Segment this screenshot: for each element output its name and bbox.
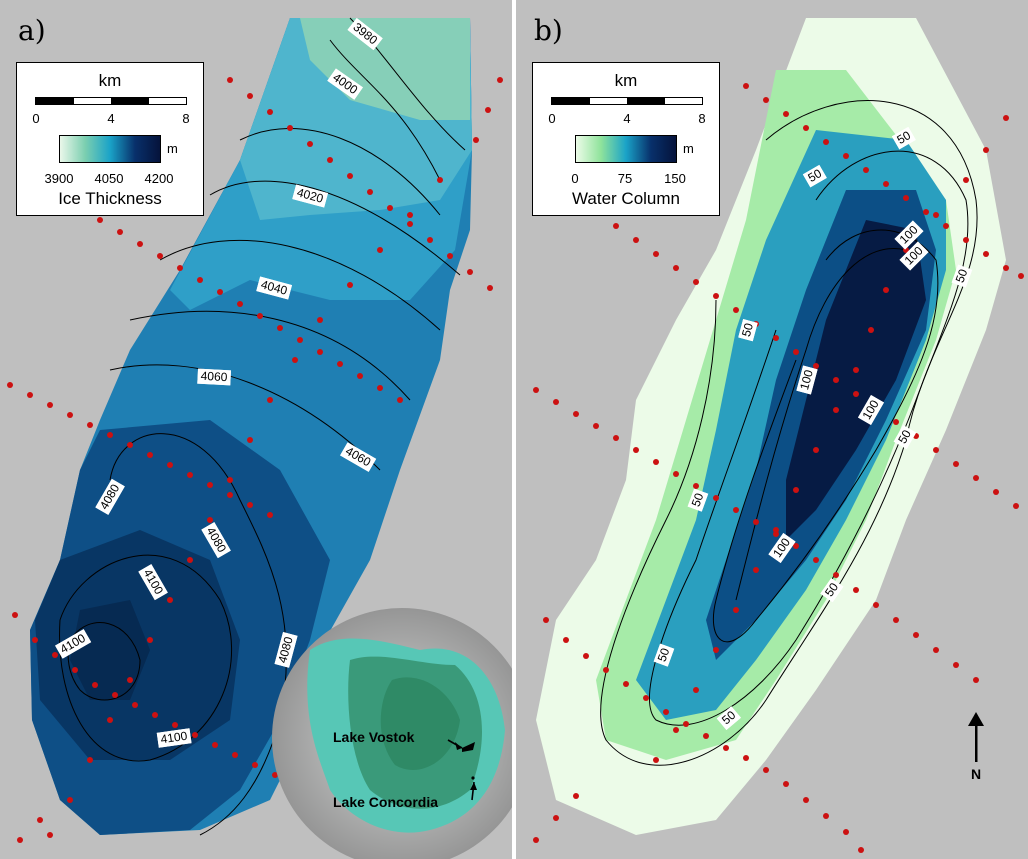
- colorbar-unit: m: [167, 141, 178, 156]
- colorbar: [575, 135, 677, 163]
- colorbar-unit: m: [683, 141, 694, 156]
- scale-tick: 0: [32, 111, 40, 126]
- scale-tick: 4: [623, 111, 631, 126]
- panel-label: a): [18, 14, 46, 47]
- north-arrow: N: [965, 712, 987, 782]
- lake-vostok-label: Lake Vostok: [333, 729, 415, 745]
- water-column-map: [533, 18, 1024, 853]
- north-label: N: [970, 766, 982, 782]
- scale-unit: km: [98, 71, 122, 90]
- survey-track-dots: [533, 83, 1024, 853]
- scale-tick: 8: [698, 111, 706, 126]
- scale-tick: 0: [548, 111, 556, 126]
- scale-bar: [551, 97, 703, 105]
- panel-water-column: 50 50 50 50 50 50 50 50 50 100 100 100 1…: [516, 0, 1028, 859]
- legend-title: Water Column: [571, 189, 680, 208]
- colorbar-tick: 0: [571, 171, 579, 186]
- ice-thickness-field: [30, 18, 472, 835]
- colorbar-tick: 3900: [44, 171, 74, 186]
- survey-track-dots: [7, 77, 503, 843]
- scale-unit: km: [614, 71, 638, 90]
- scale-bar: [35, 97, 187, 105]
- colorbar-tick: 150: [664, 171, 686, 186]
- colorbar: [59, 135, 161, 163]
- north-arrow-icon: [968, 712, 984, 762]
- water-contours: [600, 100, 978, 766]
- colorbar-tick: 75: [617, 171, 633, 186]
- panel-label: b): [534, 14, 563, 47]
- ice-thickness-map: [7, 17, 512, 859]
- colorbar-tick: 4050: [94, 171, 124, 186]
- legend-water-column: km 0 4 8 m 0 75 150 Water Column: [532, 62, 720, 216]
- colorbar-tick: 4200: [144, 171, 174, 186]
- panel-ice-thickness: 3980 4000 4020 4040 4060 4060 4080 4080 …: [0, 0, 512, 859]
- legend-title: Ice Thickness: [58, 189, 162, 208]
- scale-tick: 8: [182, 111, 190, 126]
- contour-label: 4060: [197, 368, 231, 386]
- legend-ice-thickness: km 0 4 8 m 3900 4050 4200 Ice Thickness: [16, 62, 204, 216]
- lake-concordia-label: Lake Concordia: [333, 794, 439, 810]
- scale-tick: 4: [107, 111, 115, 126]
- antarctica-inset: [272, 608, 512, 859]
